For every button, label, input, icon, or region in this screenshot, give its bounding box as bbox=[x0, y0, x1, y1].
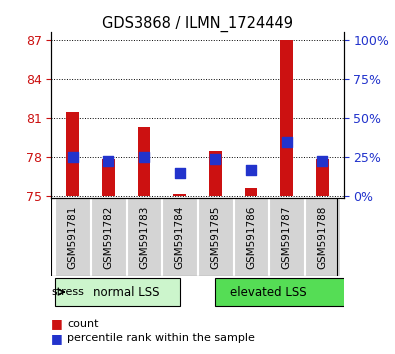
Bar bbox=[55, 198, 90, 276]
Text: GDS3868 / ILMN_1724449: GDS3868 / ILMN_1724449 bbox=[102, 16, 293, 32]
Text: ■: ■ bbox=[51, 332, 63, 344]
Point bbox=[284, 139, 290, 144]
Text: stress: stress bbox=[52, 287, 85, 297]
Bar bbox=[233, 198, 269, 276]
Text: ■: ■ bbox=[51, 318, 63, 330]
Bar bbox=[162, 198, 197, 276]
Text: GSM591782: GSM591782 bbox=[103, 205, 113, 269]
Bar bbox=[209, 152, 222, 196]
Bar bbox=[66, 113, 79, 196]
Bar bbox=[91, 198, 126, 276]
Text: GSM591787: GSM591787 bbox=[282, 205, 292, 269]
Point bbox=[212, 156, 218, 162]
Point bbox=[177, 170, 183, 176]
Point bbox=[105, 158, 111, 164]
Text: GSM591781: GSM591781 bbox=[68, 205, 78, 269]
Point bbox=[70, 154, 76, 160]
Text: count: count bbox=[67, 319, 99, 329]
Text: GSM591783: GSM591783 bbox=[139, 205, 149, 269]
Bar bbox=[305, 198, 340, 276]
Bar bbox=[215, 278, 361, 306]
Bar bbox=[198, 198, 233, 276]
Text: GSM591784: GSM591784 bbox=[175, 205, 185, 269]
Bar bbox=[316, 159, 329, 196]
Text: GSM591785: GSM591785 bbox=[210, 205, 220, 269]
Text: normal LSS: normal LSS bbox=[93, 286, 160, 298]
Text: GSM591786: GSM591786 bbox=[246, 205, 256, 269]
Bar bbox=[138, 127, 150, 196]
Point bbox=[141, 154, 147, 160]
Bar bbox=[269, 198, 304, 276]
Point bbox=[319, 158, 325, 164]
Text: percentile rank within the sample: percentile rank within the sample bbox=[67, 333, 255, 343]
Bar bbox=[102, 159, 115, 196]
Text: GSM591788: GSM591788 bbox=[317, 205, 327, 269]
Point bbox=[248, 167, 254, 173]
Bar bbox=[55, 278, 180, 306]
Bar bbox=[245, 188, 257, 196]
Text: elevated LSS: elevated LSS bbox=[230, 286, 307, 298]
Bar bbox=[126, 198, 162, 276]
Bar bbox=[173, 194, 186, 196]
Bar bbox=[280, 40, 293, 196]
